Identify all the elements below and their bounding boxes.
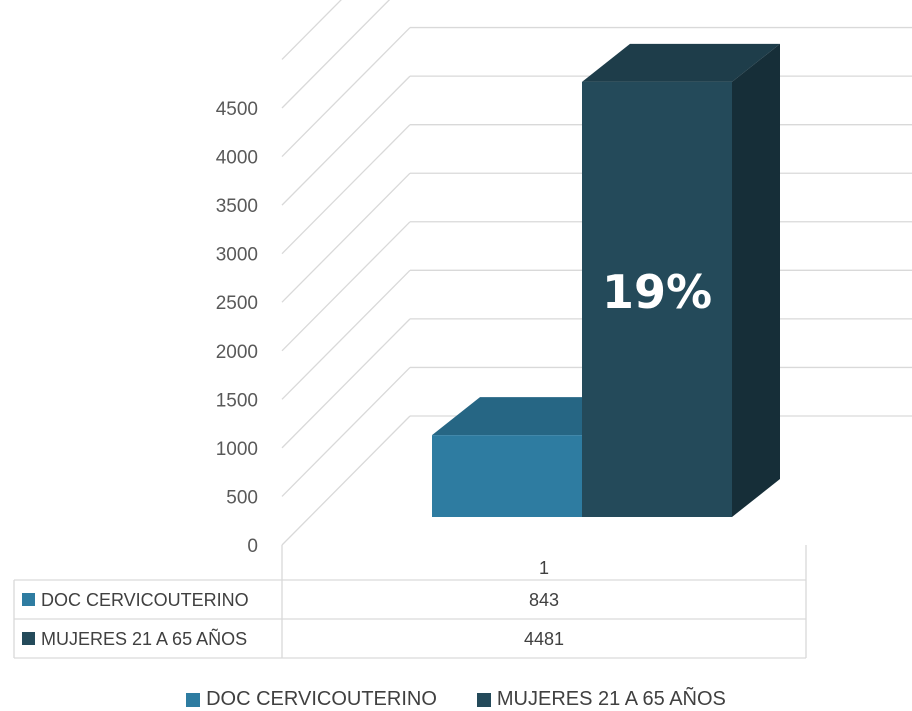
gridline-side: [281, 415, 411, 546]
bar-top-face: [582, 43, 780, 82]
bar-mujeres-21-65: [582, 43, 780, 518]
bar-top-face: [432, 397, 630, 436]
y-tick-label: 3000: [216, 245, 258, 266]
y-tick-label: 2500: [216, 293, 258, 314]
table-series-name: MUJERES 21 A 65 AÑOS: [41, 628, 247, 649]
table-category-label: 1: [539, 558, 549, 578]
y-tick-label: 3500: [216, 196, 258, 217]
table-value: 4481: [524, 629, 564, 649]
gridline-side: [281, 124, 411, 255]
y-tick-label: 0: [247, 536, 258, 557]
data-table: 1 DOC CERVICOUTERINO 843 MUJERES 21 A 65 AÑ…: [13, 558, 806, 659]
gridline-side: [281, 172, 411, 303]
gridline-side: [281, 0, 391, 109]
legend-key-doc: [186, 692, 201, 707]
table-legend-key: [22, 632, 35, 645]
bar-front-face: [432, 435, 582, 517]
y-tick-label: 4000: [216, 148, 258, 169]
gridline-side: [281, 27, 411, 158]
y-tick-label: 1500: [216, 390, 258, 411]
table-value: 843: [529, 590, 559, 610]
y-tick-label: 2000: [216, 342, 258, 363]
table-series-name: DOC CERVICOUTERINO: [41, 590, 249, 610]
legend-key-mujeres: [476, 692, 491, 707]
gridline-side: [281, 0, 342, 60]
legend: DOC CERVICOUTERINO MUJERES 21 A 65 AÑOS: [0, 688, 912, 711]
legend-item-doc: DOC CERVICOUTERINO: [186, 688, 437, 711]
legend-label-doc: DOC CERVICOUTERINO: [206, 688, 437, 710]
bars: 19%: [432, 43, 780, 518]
bar-annotation: 19%: [602, 265, 712, 319]
bar-front-face: [582, 81, 732, 518]
gridline-side: [281, 221, 411, 352]
y-tick-label: 1000: [216, 439, 258, 460]
y-axis: 0 500 1000 1500 2000 2500 3000 3500 4000 4500: [216, 99, 258, 557]
gridline-side: [281, 75, 411, 206]
gridline-side: [281, 318, 411, 449]
legend-item-mujeres: MUJERES 21 A 65 AÑOS: [476, 688, 726, 711]
gridline-side: [281, 269, 411, 400]
table-legend-key: [22, 593, 35, 606]
y-tick-label: 4500: [216, 99, 258, 120]
gridline-side: [281, 366, 411, 497]
y-tick-label: 500: [226, 487, 258, 508]
legend-label-mujeres: MUJERES 21 A 65 AÑOS: [496, 688, 726, 710]
bar-side-face: [732, 43, 780, 517]
